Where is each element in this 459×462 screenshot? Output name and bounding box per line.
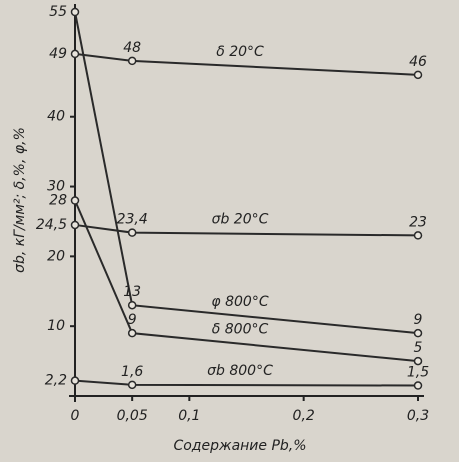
series-label: δ 800°C: [212, 322, 269, 338]
point: [127, 228, 137, 237]
value-label: 49: [49, 46, 67, 62]
point: [413, 231, 423, 240]
x-tick-label: 0,3: [407, 408, 429, 424]
point: [70, 196, 80, 205]
series-label: σb 800°C: [207, 363, 273, 379]
value-label: 48: [123, 40, 141, 56]
point: [413, 328, 423, 338]
x-tick-label: 0,1: [178, 408, 200, 424]
series-label: σb 20°C: [212, 212, 269, 228]
point: [413, 70, 423, 80]
value-label: 9: [414, 312, 423, 328]
value-label: 23: [409, 214, 427, 230]
y-axis-label: σb, кГ/мм²; δ,%, φ,%: [12, 127, 28, 273]
point: [70, 7, 80, 17]
point: [127, 300, 137, 310]
y-tick-label: 20: [47, 248, 65, 264]
series-line: [74, 379, 419, 387]
point: [70, 376, 80, 385]
point: [127, 56, 137, 66]
value-label: 28: [49, 193, 67, 209]
point: [413, 381, 423, 390]
value-label: 24,5: [36, 217, 67, 233]
y-tick-label: 40: [47, 109, 65, 125]
point: [127, 380, 137, 390]
point: [127, 328, 137, 338]
y-tick-label: 10: [47, 318, 65, 334]
value-label: 2,2: [45, 373, 67, 389]
x-tick-label: 0,05: [117, 408, 148, 424]
value-label: 23,4: [117, 212, 148, 228]
value-label: 9: [128, 312, 137, 328]
point: [70, 220, 80, 230]
point: [70, 49, 80, 59]
value-label: 1,5: [407, 365, 429, 381]
x-tick-label: 0,2: [293, 408, 315, 424]
point: [413, 356, 423, 366]
value-label: 55: [49, 4, 67, 20]
value-label: 5: [414, 340, 423, 356]
series-label: φ 800°C: [211, 294, 268, 310]
y-tick-label: 30: [47, 179, 65, 195]
value-label: 1,6: [121, 364, 143, 380]
value-label: 13: [123, 284, 141, 300]
x-tick-label: 0: [71, 408, 80, 424]
series-label: δ 20°C: [216, 44, 264, 60]
x-axis-label: Содержание Pb,%: [173, 438, 306, 454]
value-label: 46: [409, 54, 427, 70]
